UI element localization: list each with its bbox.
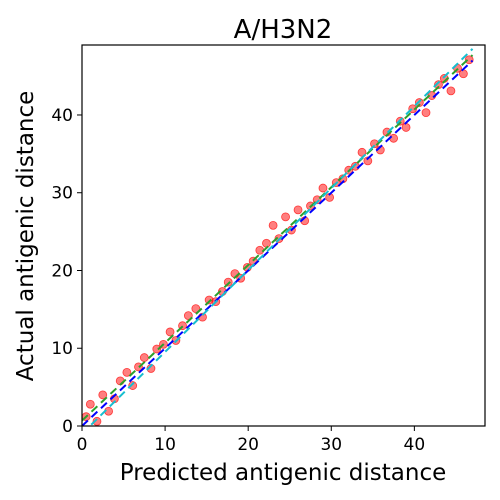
plot-area bbox=[82, 48, 474, 426]
data-point bbox=[165, 327, 175, 337]
x-tick-label: 10 bbox=[154, 435, 176, 455]
x-tick-label: 30 bbox=[320, 435, 342, 455]
plot-frame bbox=[81, 44, 486, 427]
band-line bbox=[88, 48, 474, 426]
data-point bbox=[401, 123, 411, 132]
data-point bbox=[152, 344, 162, 354]
y-tick-label: 20 bbox=[51, 261, 73, 281]
y-axis-label: Actual antigenic distance bbox=[13, 91, 39, 382]
y-tick-label: 30 bbox=[51, 184, 73, 204]
data-point bbox=[92, 416, 102, 426]
y-axis-ticks: 0 10 20 30 40 bbox=[51, 106, 82, 437]
data-point bbox=[191, 304, 201, 313]
data-point bbox=[183, 311, 193, 320]
data-point bbox=[98, 390, 108, 400]
y-tick-label: 40 bbox=[51, 106, 73, 126]
data-point bbox=[268, 220, 278, 230]
y-tick-label: 10 bbox=[51, 339, 73, 359]
x-axis-label: Predicted antigenic distance bbox=[120, 460, 447, 486]
data-point bbox=[458, 69, 468, 79]
data-point bbox=[363, 156, 373, 166]
data-point bbox=[357, 147, 367, 157]
data-point bbox=[434, 80, 443, 90]
identity-line bbox=[82, 59, 474, 426]
data-point bbox=[128, 381, 138, 390]
data-point bbox=[223, 277, 233, 287]
y-tick-label: 0 bbox=[62, 417, 73, 437]
x-tick-label: 0 bbox=[77, 435, 88, 455]
x-axis-ticks: 0 10 20 30 40 bbox=[77, 426, 426, 455]
data-point bbox=[281, 212, 290, 222]
fit-line bbox=[82, 54, 474, 422]
data-point bbox=[421, 108, 431, 118]
x-tick-label: 20 bbox=[237, 435, 259, 455]
data-point bbox=[293, 205, 303, 215]
x-tick-label: 40 bbox=[404, 435, 426, 455]
data-point bbox=[446, 86, 456, 96]
data-point bbox=[85, 399, 95, 409]
data-point bbox=[318, 183, 328, 193]
data-point bbox=[262, 238, 271, 248]
chart-title: A/H3N2 bbox=[234, 15, 333, 45]
data-point bbox=[122, 367, 132, 377]
lines-layer bbox=[82, 48, 474, 426]
data-point bbox=[139, 353, 149, 362]
